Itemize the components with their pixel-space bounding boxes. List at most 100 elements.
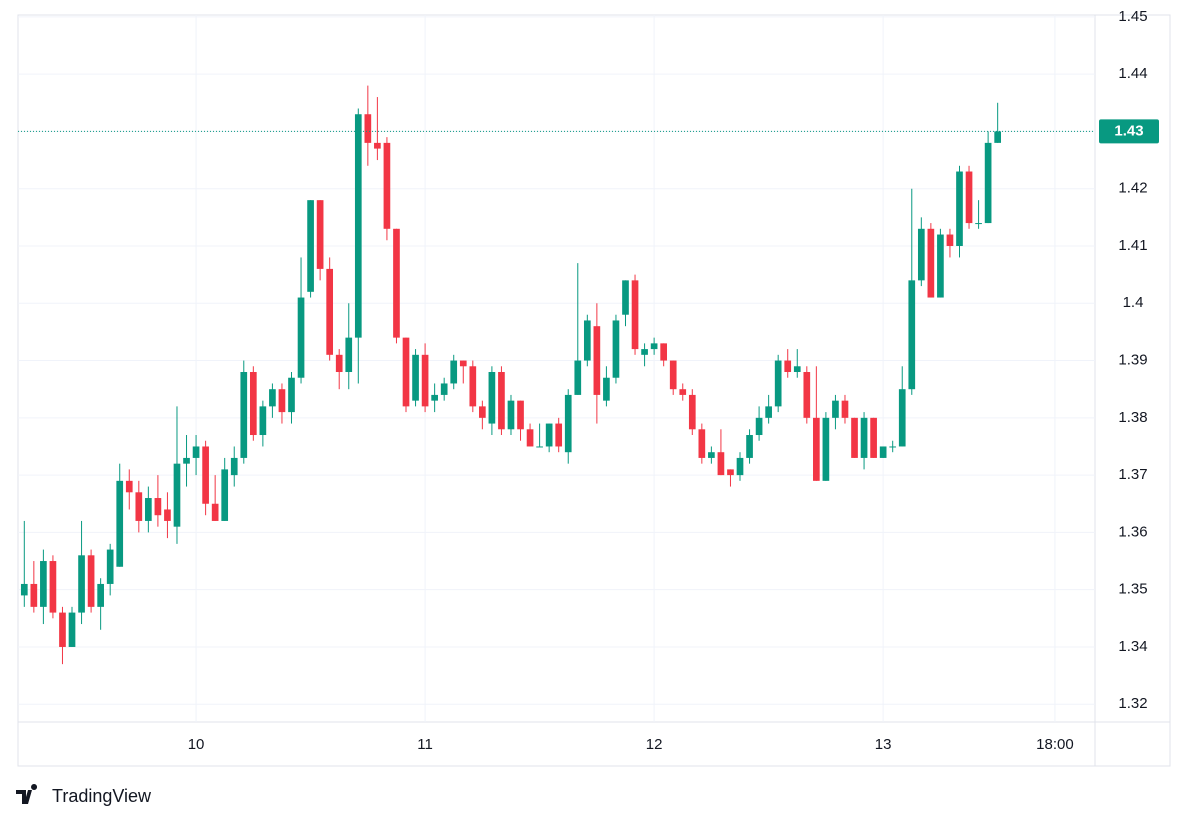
candle-body bbox=[889, 446, 897, 448]
candle-body bbox=[20, 583, 28, 596]
candle-body bbox=[498, 372, 505, 430]
candle-body bbox=[507, 400, 515, 430]
candle-body bbox=[249, 372, 257, 436]
candle-body bbox=[564, 394, 572, 453]
candle-body bbox=[40, 561, 47, 607]
candle-body bbox=[879, 446, 887, 458]
candle-body bbox=[908, 280, 916, 390]
logo-icon bbox=[16, 784, 38, 804]
y-tick-label: 1.34 bbox=[1118, 638, 1147, 655]
candle-body bbox=[173, 463, 181, 527]
candle-body bbox=[526, 429, 534, 447]
candle-body bbox=[937, 234, 944, 298]
candle-body bbox=[813, 417, 820, 481]
candle-body bbox=[59, 612, 66, 647]
candle-body bbox=[774, 360, 782, 407]
candle-body bbox=[335, 354, 343, 373]
brand: TradingView bbox=[52, 786, 152, 806]
y-tick-label: 1.37 bbox=[1118, 466, 1147, 483]
y-tick-label: 1.42 bbox=[1118, 180, 1147, 197]
candle-body bbox=[851, 417, 858, 458]
candle-body bbox=[259, 406, 267, 436]
logo: TradingView bbox=[16, 784, 152, 806]
candle-body bbox=[736, 457, 744, 476]
candle-body bbox=[450, 360, 458, 384]
candle-body bbox=[822, 417, 830, 481]
candle-body bbox=[30, 583, 38, 607]
candle-body bbox=[755, 417, 763, 436]
candle-body bbox=[288, 377, 295, 413]
candle-body bbox=[622, 280, 629, 315]
y-tick-label: 1.44 bbox=[1118, 65, 1147, 82]
candle-body bbox=[326, 268, 334, 355]
candle-body bbox=[183, 457, 190, 464]
candle-body bbox=[154, 498, 162, 516]
candle-body bbox=[87, 555, 95, 607]
candle-body bbox=[374, 142, 381, 149]
candle-body bbox=[116, 480, 124, 567]
candle-body bbox=[746, 435, 753, 458]
candle-body bbox=[421, 354, 429, 407]
candle-body bbox=[793, 366, 801, 373]
candle-body bbox=[898, 389, 906, 447]
candle-body bbox=[125, 480, 133, 493]
candle-body bbox=[536, 446, 543, 448]
candle-body bbox=[164, 509, 171, 521]
candle-body bbox=[784, 360, 792, 373]
x-tick-label: 18:00 bbox=[1036, 736, 1074, 753]
last-price-label: 1.43 bbox=[1114, 122, 1143, 139]
candle-body bbox=[221, 469, 229, 521]
candle-body bbox=[192, 446, 200, 458]
candle-body bbox=[708, 452, 715, 458]
candle-body bbox=[488, 372, 496, 424]
candle-body bbox=[669, 360, 677, 390]
x-tick-label: 12 bbox=[646, 736, 663, 753]
candle-body bbox=[278, 389, 286, 413]
candle-body bbox=[641, 349, 648, 355]
candle-body bbox=[297, 297, 305, 378]
candle-body bbox=[841, 400, 849, 418]
candle-body bbox=[393, 228, 400, 338]
y-tick-label: 1.41 bbox=[1118, 237, 1147, 254]
candle-body bbox=[211, 503, 219, 521]
candle-body bbox=[984, 142, 992, 224]
candle-body bbox=[727, 469, 734, 476]
candle-body bbox=[345, 337, 353, 373]
candle-body bbox=[603, 377, 610, 401]
candle-body bbox=[316, 200, 324, 269]
candle-body bbox=[97, 583, 104, 607]
candle-body bbox=[479, 406, 486, 418]
candle-body bbox=[927, 228, 935, 298]
x-tick-label: 10 bbox=[188, 736, 205, 753]
candle-body bbox=[555, 423, 563, 447]
candle-body bbox=[698, 429, 706, 458]
candle-body bbox=[307, 200, 314, 292]
candle-body bbox=[832, 400, 839, 418]
candle-body bbox=[717, 452, 725, 476]
candle-body bbox=[78, 555, 85, 613]
candle-body bbox=[660, 343, 668, 361]
candle-body bbox=[459, 360, 467, 367]
candle-body bbox=[269, 389, 276, 407]
candle-body bbox=[574, 360, 582, 395]
candle-body bbox=[688, 394, 696, 430]
candle-body bbox=[68, 612, 76, 647]
candle-body bbox=[240, 372, 248, 458]
candle-body bbox=[803, 372, 811, 418]
candle-body bbox=[49, 561, 57, 613]
candle-body bbox=[440, 383, 448, 395]
y-tick-label: 1.39 bbox=[1118, 352, 1147, 369]
candle-body bbox=[383, 142, 391, 229]
chart-frame bbox=[17, 14, 1171, 767]
y-tick-label: 1.4 bbox=[1123, 294, 1144, 311]
candle-body bbox=[975, 223, 982, 225]
candle-body bbox=[230, 457, 238, 476]
candle-body bbox=[583, 320, 591, 361]
candle-body bbox=[679, 389, 687, 395]
y-tick-label: 1.35 bbox=[1118, 581, 1147, 598]
candle-body bbox=[106, 549, 114, 584]
x-tick-label: 11 bbox=[417, 736, 433, 753]
y-tick-label: 1.45 bbox=[1118, 8, 1147, 25]
candle-body bbox=[870, 417, 877, 458]
